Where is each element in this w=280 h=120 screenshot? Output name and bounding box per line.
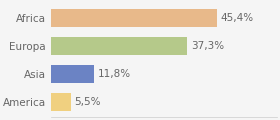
Bar [51,9,217,27]
Bar [51,65,94,83]
Text: 45,4%: 45,4% [220,13,253,23]
Text: 11,8%: 11,8% [97,69,131,79]
Text: 5,5%: 5,5% [74,97,101,107]
Bar [51,93,71,111]
Bar [51,37,187,55]
Text: 37,3%: 37,3% [191,41,224,51]
